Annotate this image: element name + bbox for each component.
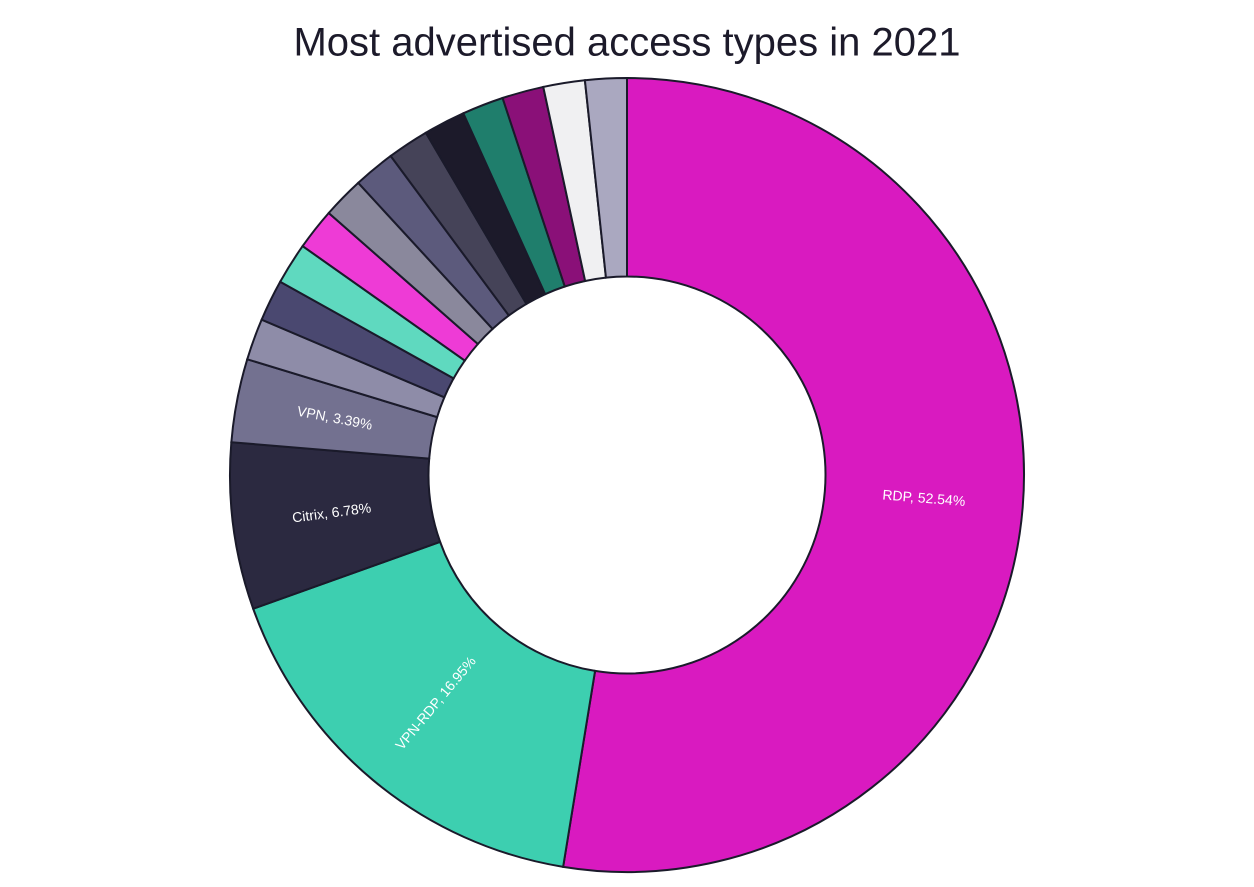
data-label: RDP, 52.54% bbox=[882, 486, 966, 509]
slice bbox=[583, 76, 628, 279]
chart-title: Most advertised access types in 2021 bbox=[293, 21, 960, 65]
slice bbox=[561, 76, 1025, 873]
slice bbox=[251, 540, 597, 868]
